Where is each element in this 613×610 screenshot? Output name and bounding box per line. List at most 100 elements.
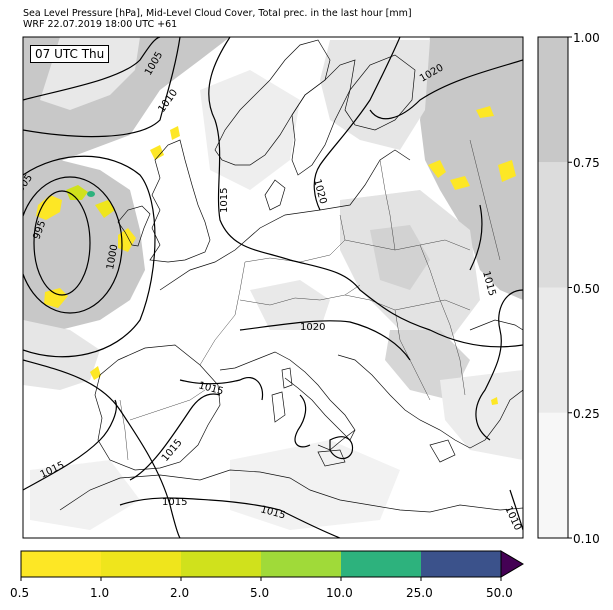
precip-colorbar xyxy=(20,550,524,581)
precip-cell-low-2 xyxy=(66,185,88,200)
cloud-area-north-africa xyxy=(230,440,400,530)
precip-tick-label: 10.0 xyxy=(326,586,353,600)
precip-colorbar-segment xyxy=(261,551,341,577)
coast-north-europe xyxy=(159,149,411,291)
isobar-1015-main xyxy=(208,37,523,348)
coastlines xyxy=(59,39,523,513)
isobar-1005-north xyxy=(23,37,161,101)
border-russia xyxy=(469,139,501,261)
cloud-colorbar-segment xyxy=(538,287,568,413)
precip-cell-russia-4 xyxy=(498,160,516,182)
cloud-tick-label: 0.25 xyxy=(573,407,600,421)
coast-denmark xyxy=(264,179,286,211)
cloud-area-poland xyxy=(370,225,430,290)
isobars xyxy=(23,37,523,538)
border-germany-north xyxy=(244,214,346,263)
coast-sicily xyxy=(317,449,346,467)
border-poland xyxy=(344,239,471,251)
precip-colorbar-segment xyxy=(21,551,101,577)
isobar-1010-west xyxy=(23,359,181,538)
cloud-tick-label: 0.75 xyxy=(573,156,600,170)
forecast-time-label: 07 UTC Thu xyxy=(30,45,110,63)
border-france-east xyxy=(199,261,246,366)
isobar-1015-eastcurve xyxy=(469,204,483,271)
precip-cell-low-4 xyxy=(95,200,115,218)
isobar-1000 xyxy=(23,176,123,314)
map-title: Sea Level Pressure [hPa], Mid-Level Clou… xyxy=(23,8,412,19)
coast-iberia xyxy=(94,344,221,471)
border-ukraine xyxy=(419,244,466,396)
precip-cell-biscay xyxy=(90,366,101,380)
precip-colorbar-segment xyxy=(101,551,181,577)
border-danube xyxy=(344,294,471,311)
coast-adriatic-balkan xyxy=(337,354,523,449)
coast-black-sea-w xyxy=(469,319,523,331)
precip-cell-russia-3 xyxy=(476,106,494,118)
cloud-area-scandinavia xyxy=(320,40,430,150)
precip-colorbar-segment xyxy=(341,551,421,577)
isobar-1015-sicily xyxy=(329,436,354,460)
map-content: 1005 1010 1020 1005 995 1000 1015 1020 1… xyxy=(23,37,523,538)
isobar-1010-southeast xyxy=(509,489,523,531)
isobar-1015-east xyxy=(475,289,523,441)
isobar-1015-southwest xyxy=(23,399,117,491)
coast-peloponnese xyxy=(429,439,456,463)
cloud-area-north-sea xyxy=(200,70,300,190)
precip-cell-russia-2 xyxy=(450,176,470,190)
border-alps xyxy=(239,284,361,306)
cloud-colorbar xyxy=(537,36,572,539)
border-iberia xyxy=(129,389,206,421)
precip-colorbar-segment xyxy=(421,551,501,577)
cloud-cover-layer xyxy=(23,37,523,530)
cloud-colorbar-segment xyxy=(538,412,568,538)
coast-sweden xyxy=(291,59,356,176)
map-subtitle: WRF 22.07.2019 18:00 UTC +61 xyxy=(23,19,178,30)
isobar-1010-north xyxy=(23,37,181,138)
precip-cell-low-1 xyxy=(36,195,62,220)
isobar-1020-northeast xyxy=(369,59,523,120)
coast-north-africa xyxy=(59,469,523,513)
precip-cell-scotland-1 xyxy=(150,145,164,160)
precip-cell-low-5 xyxy=(44,288,68,308)
cloud-colorbar-segment xyxy=(538,37,568,163)
isobar-1020-north xyxy=(313,37,401,211)
coast-finland xyxy=(344,54,416,131)
border-baltics xyxy=(379,159,396,251)
precip-cell-scotland-2 xyxy=(170,126,180,140)
precip-cell-low-3 xyxy=(87,191,95,197)
cloud-area-alps xyxy=(250,280,330,330)
cloud-area-russia xyxy=(420,37,523,300)
map-frame xyxy=(22,36,524,539)
precip-colorbar-extend-arrow xyxy=(500,550,524,578)
precip-tick-label: 25.0 xyxy=(406,586,433,600)
cloud-tick-label: 1.00 xyxy=(573,31,600,45)
isobar-1015-med xyxy=(179,377,264,401)
isobar-995 xyxy=(33,190,91,296)
cloud-area-aegean xyxy=(440,370,523,460)
cloud-area-morocco xyxy=(30,460,140,530)
cloud-tick-label: 0.10 xyxy=(573,532,600,546)
precipitation-layer xyxy=(36,106,516,405)
coast-norway xyxy=(214,39,331,166)
coast-italy xyxy=(219,351,356,441)
isobar-1015-africa xyxy=(119,497,341,538)
border-portugal xyxy=(119,399,129,461)
isobar-1020-alps xyxy=(239,320,411,361)
precip-tick-label: 0.5 xyxy=(10,586,30,600)
isobar-label-1015-africa: 1015 xyxy=(162,497,187,508)
coast-great-britain xyxy=(149,139,211,263)
coast-calabria xyxy=(317,429,356,451)
coast-ireland xyxy=(117,205,151,247)
precip-tick-label: 1.0 xyxy=(90,586,110,600)
precip-tick-label: 50.0 xyxy=(486,586,513,600)
coast-sardinia xyxy=(271,391,286,423)
isobar-1005-west xyxy=(23,155,156,358)
isobar-label-1000: 1000 xyxy=(105,244,120,271)
precip-colorbar-segment xyxy=(181,551,261,577)
cloud-colorbar-segment xyxy=(538,162,568,288)
isobar-label-1020-alps: 1020 xyxy=(300,322,325,333)
isobar-1015-iberia xyxy=(129,393,221,481)
isobar-1015-tyrrhenian xyxy=(294,394,311,448)
coast-corsica xyxy=(281,367,293,389)
